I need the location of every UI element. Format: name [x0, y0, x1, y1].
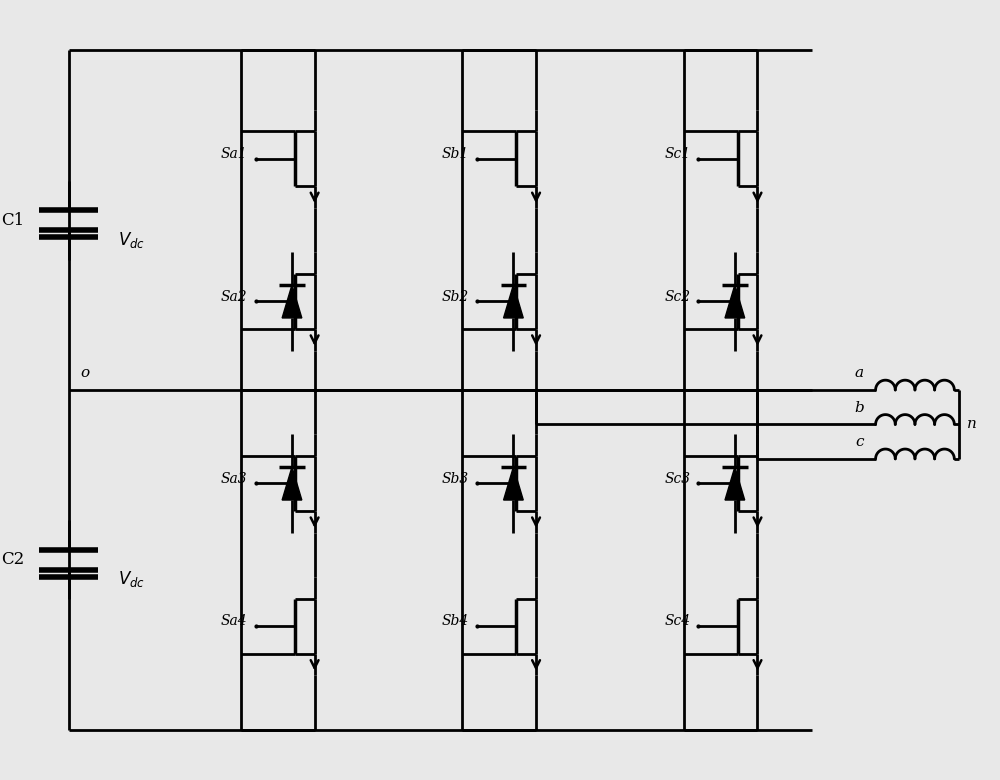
Text: c: c [855, 435, 864, 449]
Text: Sc3: Sc3 [664, 472, 691, 486]
Text: Sa4: Sa4 [221, 615, 248, 628]
Text: a: a [855, 366, 864, 380]
Text: Sc4: Sc4 [664, 615, 691, 628]
Polygon shape [725, 285, 745, 318]
Text: b: b [854, 401, 864, 415]
Text: Sa2: Sa2 [221, 289, 248, 303]
Text: o: o [80, 366, 90, 380]
Text: C2: C2 [1, 551, 24, 569]
Text: Sc2: Sc2 [664, 289, 691, 303]
Text: n: n [967, 417, 977, 431]
Text: Sa3: Sa3 [221, 472, 248, 486]
Text: $V_{dc}$: $V_{dc}$ [118, 230, 145, 250]
Text: C1: C1 [1, 211, 24, 229]
Polygon shape [282, 467, 302, 500]
Text: Sb1: Sb1 [442, 147, 469, 161]
Text: Sb4: Sb4 [442, 615, 469, 628]
Text: $V_{dc}$: $V_{dc}$ [118, 569, 145, 590]
Text: Sc1: Sc1 [664, 147, 691, 161]
Polygon shape [282, 285, 302, 318]
Text: Sb3: Sb3 [442, 472, 469, 486]
Text: Sa1: Sa1 [221, 147, 248, 161]
Polygon shape [504, 285, 523, 318]
Polygon shape [504, 467, 523, 500]
Text: Sb2: Sb2 [442, 289, 469, 303]
Polygon shape [725, 467, 745, 500]
